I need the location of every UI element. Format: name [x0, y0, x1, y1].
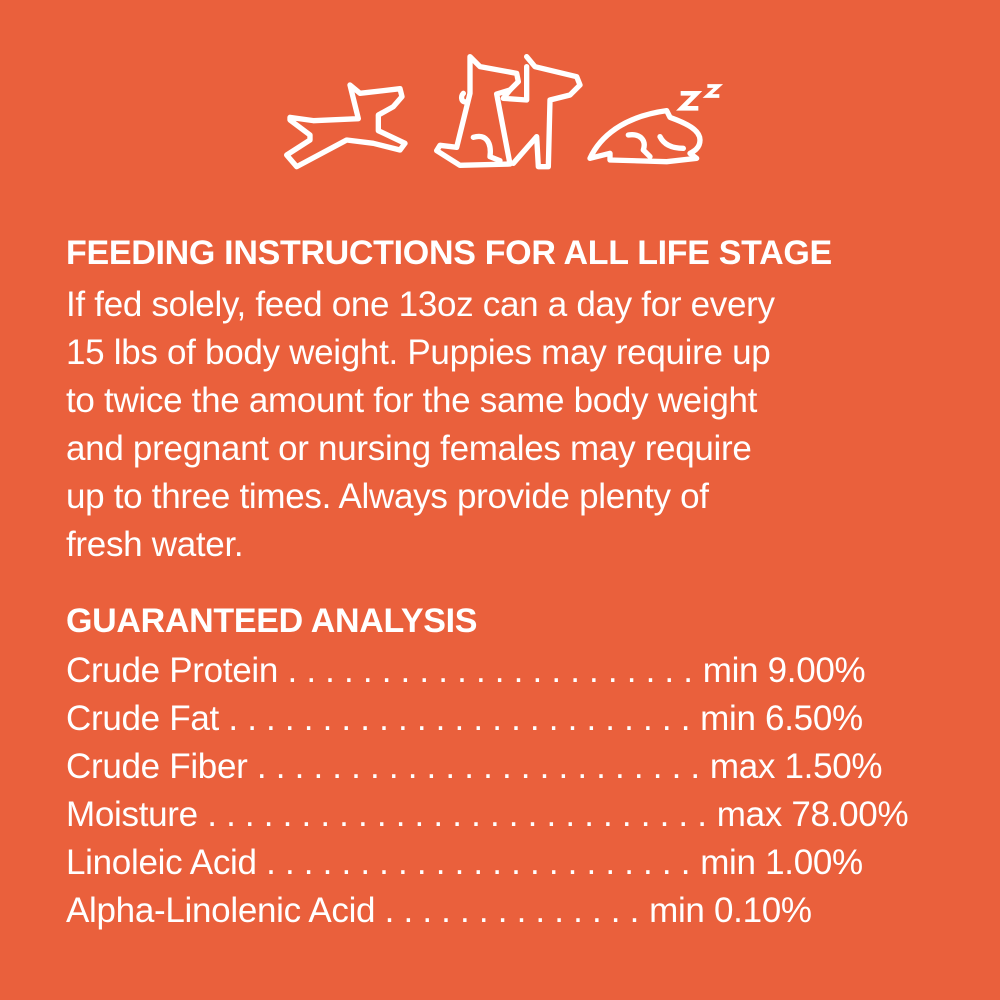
- guaranteed-analysis-title: GUARANTEED ANALYSIS: [66, 602, 478, 640]
- analysis-label: Crude Fat . . . . . . . . . . . . . . . …: [66, 699, 691, 738]
- feeding-text-line: to twice the amount for the same body we…: [66, 381, 758, 420]
- feeding-text-line: If fed solely, feed one 13oz can a day f…: [66, 285, 775, 324]
- analysis-value: min 6.50%: [700, 699, 863, 738]
- analysis-row: Crude Fiber . . . . . . . . . . . . . . …: [66, 743, 883, 791]
- analysis-label: Crude Fiber . . . . . . . . . . . . . . …: [66, 747, 700, 786]
- analysis-row: Linoleic Acid . . . . . . . . . . . . . …: [66, 839, 863, 887]
- analysis-value: max 78.00%: [716, 795, 909, 834]
- feeding-text-line: fresh water.: [66, 525, 244, 564]
- analysis-label: Alpha-Linolenic Acid . . . . . . . . . .…: [66, 891, 640, 930]
- analysis-value: max 1.50%: [709, 747, 883, 786]
- feeding-text-line: up to three times. Always provide plenty…: [66, 477, 709, 516]
- analysis-value: min 1.00%: [700, 843, 863, 882]
- feeding-instructions-title: FEEDING INSTRUCTIONS FOR ALL LIFE STAGE: [66, 234, 832, 272]
- analysis-row: Crude Fat . . . . . . . . . . . . . . . …: [66, 695, 863, 743]
- analysis-label: Linoleic Acid . . . . . . . . . . . . . …: [66, 843, 691, 882]
- analysis-value: min 9.00%: [702, 651, 866, 690]
- analysis-row: Moisture . . . . . . . . . . . . . . . .…: [66, 791, 909, 839]
- analysis-value: min 0.10%: [649, 891, 812, 930]
- sleeping-dog-icon: [587, 107, 703, 165]
- analysis-label: Crude Protein . . . . . . . . . . . . . …: [66, 651, 693, 690]
- feeding-text-line: and pregnant or nursing females may requ…: [66, 429, 752, 468]
- analysis-label: Moisture . . . . . . . . . . . . . . . .…: [66, 795, 707, 834]
- sleep-z-icon: [676, 84, 724, 111]
- running-dog-icon: [284, 82, 408, 170]
- sitting-dogs-icon: [433, 54, 583, 170]
- analysis-row: Alpha-Linolenic Acid . . . . . . . . . .…: [66, 887, 812, 935]
- feeding-text-line: 15 lbs of body weight. Puppies may requi…: [66, 333, 771, 372]
- dog-life-stage-icons: [284, 54, 724, 170]
- analysis-row: Crude Protein . . . . . . . . . . . . . …: [66, 647, 866, 695]
